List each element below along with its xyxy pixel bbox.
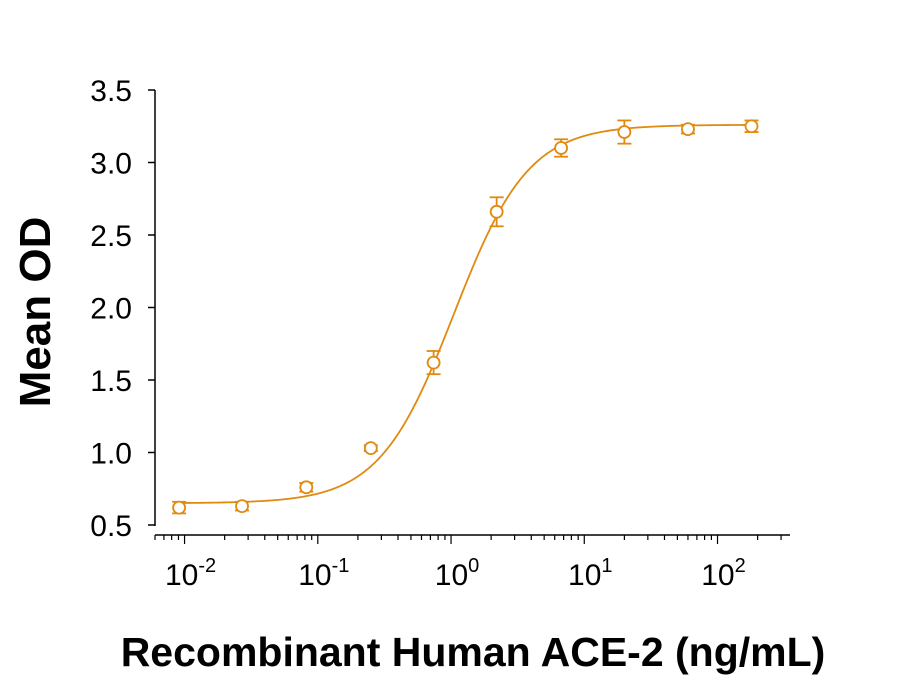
x-tick-label: 101: [568, 555, 613, 592]
data-point: [426, 350, 441, 376]
y-tick-label: 3.0: [90, 148, 132, 181]
x-axis-title: Recombinant Human ACE-2 (ng/mL): [121, 629, 826, 675]
y-tick-label: 1.0: [90, 438, 132, 471]
marker: [489, 204, 504, 219]
data-point: [235, 499, 250, 514]
marker: [235, 499, 249, 514]
data-point: [172, 500, 187, 515]
data-point: [554, 138, 569, 158]
fit-curve: [175, 124, 758, 504]
x-tick-label: 100: [435, 555, 480, 592]
y-tick-label: 2.5: [90, 220, 132, 253]
data-point: [744, 119, 759, 134]
marker: [681, 122, 695, 137]
y-tick-label: 1.5: [90, 365, 132, 398]
x-tick-label: 10-2: [165, 555, 216, 592]
y-tick-label: 0.5: [90, 510, 132, 543]
x-tick-label: 10-1: [298, 555, 349, 592]
marker: [363, 441, 378, 456]
data-point: [363, 441, 378, 456]
y-tick-label: 2.0: [90, 293, 132, 326]
marker: [554, 141, 568, 155]
data-point: [680, 122, 695, 137]
marker: [172, 500, 187, 515]
x-tick-label: 102: [701, 555, 746, 592]
marker: [426, 355, 441, 370]
data-point: [489, 196, 504, 228]
y-tick-label: 3.5: [90, 75, 132, 108]
data-point: [617, 119, 632, 145]
x-axis: 10-2 10-1 100 101 102: [154, 534, 790, 592]
marker: [299, 480, 314, 495]
data-point: [299, 480, 314, 495]
y-axis-title: Mean OD: [11, 217, 60, 408]
plot-area: [172, 119, 759, 515]
y-axis: 0.5 1.0 1.5 2.0 2.5 3.0 3.5: [90, 75, 156, 543]
marker: [617, 125, 632, 139]
marker: [744, 119, 759, 134]
